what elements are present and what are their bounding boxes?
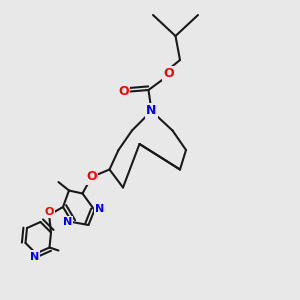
Text: N: N bbox=[63, 217, 72, 227]
Text: N: N bbox=[95, 203, 104, 214]
Text: O: O bbox=[118, 85, 129, 98]
Text: O: O bbox=[86, 170, 97, 184]
Text: O: O bbox=[44, 206, 54, 217]
Text: O: O bbox=[164, 67, 174, 80]
Text: N: N bbox=[30, 251, 39, 262]
Text: N: N bbox=[146, 104, 157, 118]
